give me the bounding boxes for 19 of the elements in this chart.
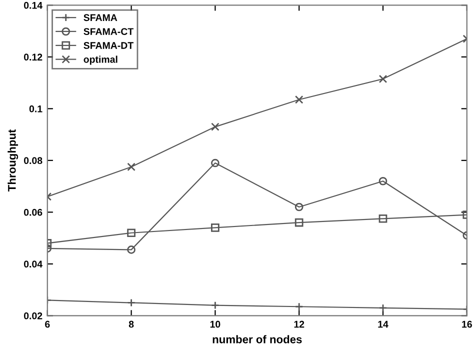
x-tick-label: 14	[378, 320, 388, 328]
y-tick-label: 0.02	[24, 312, 42, 320]
x-tick-label: 12	[294, 320, 304, 328]
y-axis-title: Throughput	[8, 129, 18, 192]
x-tick-label: 16	[462, 320, 472, 328]
y-tick-label: 0.14	[24, 2, 42, 9]
x-tick-label: 8	[128, 320, 134, 328]
legend-label: optimal	[84, 56, 118, 65]
y-tick-label: 0.08	[24, 157, 42, 164]
y-tick-label: 0.04	[24, 260, 42, 268]
y-tick-label: 0.06	[24, 208, 42, 216]
y-tick-label: 0.1	[29, 105, 42, 112]
legend-label: SFAMA-CT	[84, 28, 134, 35]
x-axis-title: number of nodes	[212, 335, 302, 344]
x-tick-label: 6	[45, 320, 50, 328]
legend-label: SFAMA	[84, 14, 118, 22]
x-tick-label: 10	[210, 320, 220, 328]
y-tick-label: 0.12	[24, 54, 42, 61]
legend-label: SFAMA-DT	[84, 42, 134, 49]
